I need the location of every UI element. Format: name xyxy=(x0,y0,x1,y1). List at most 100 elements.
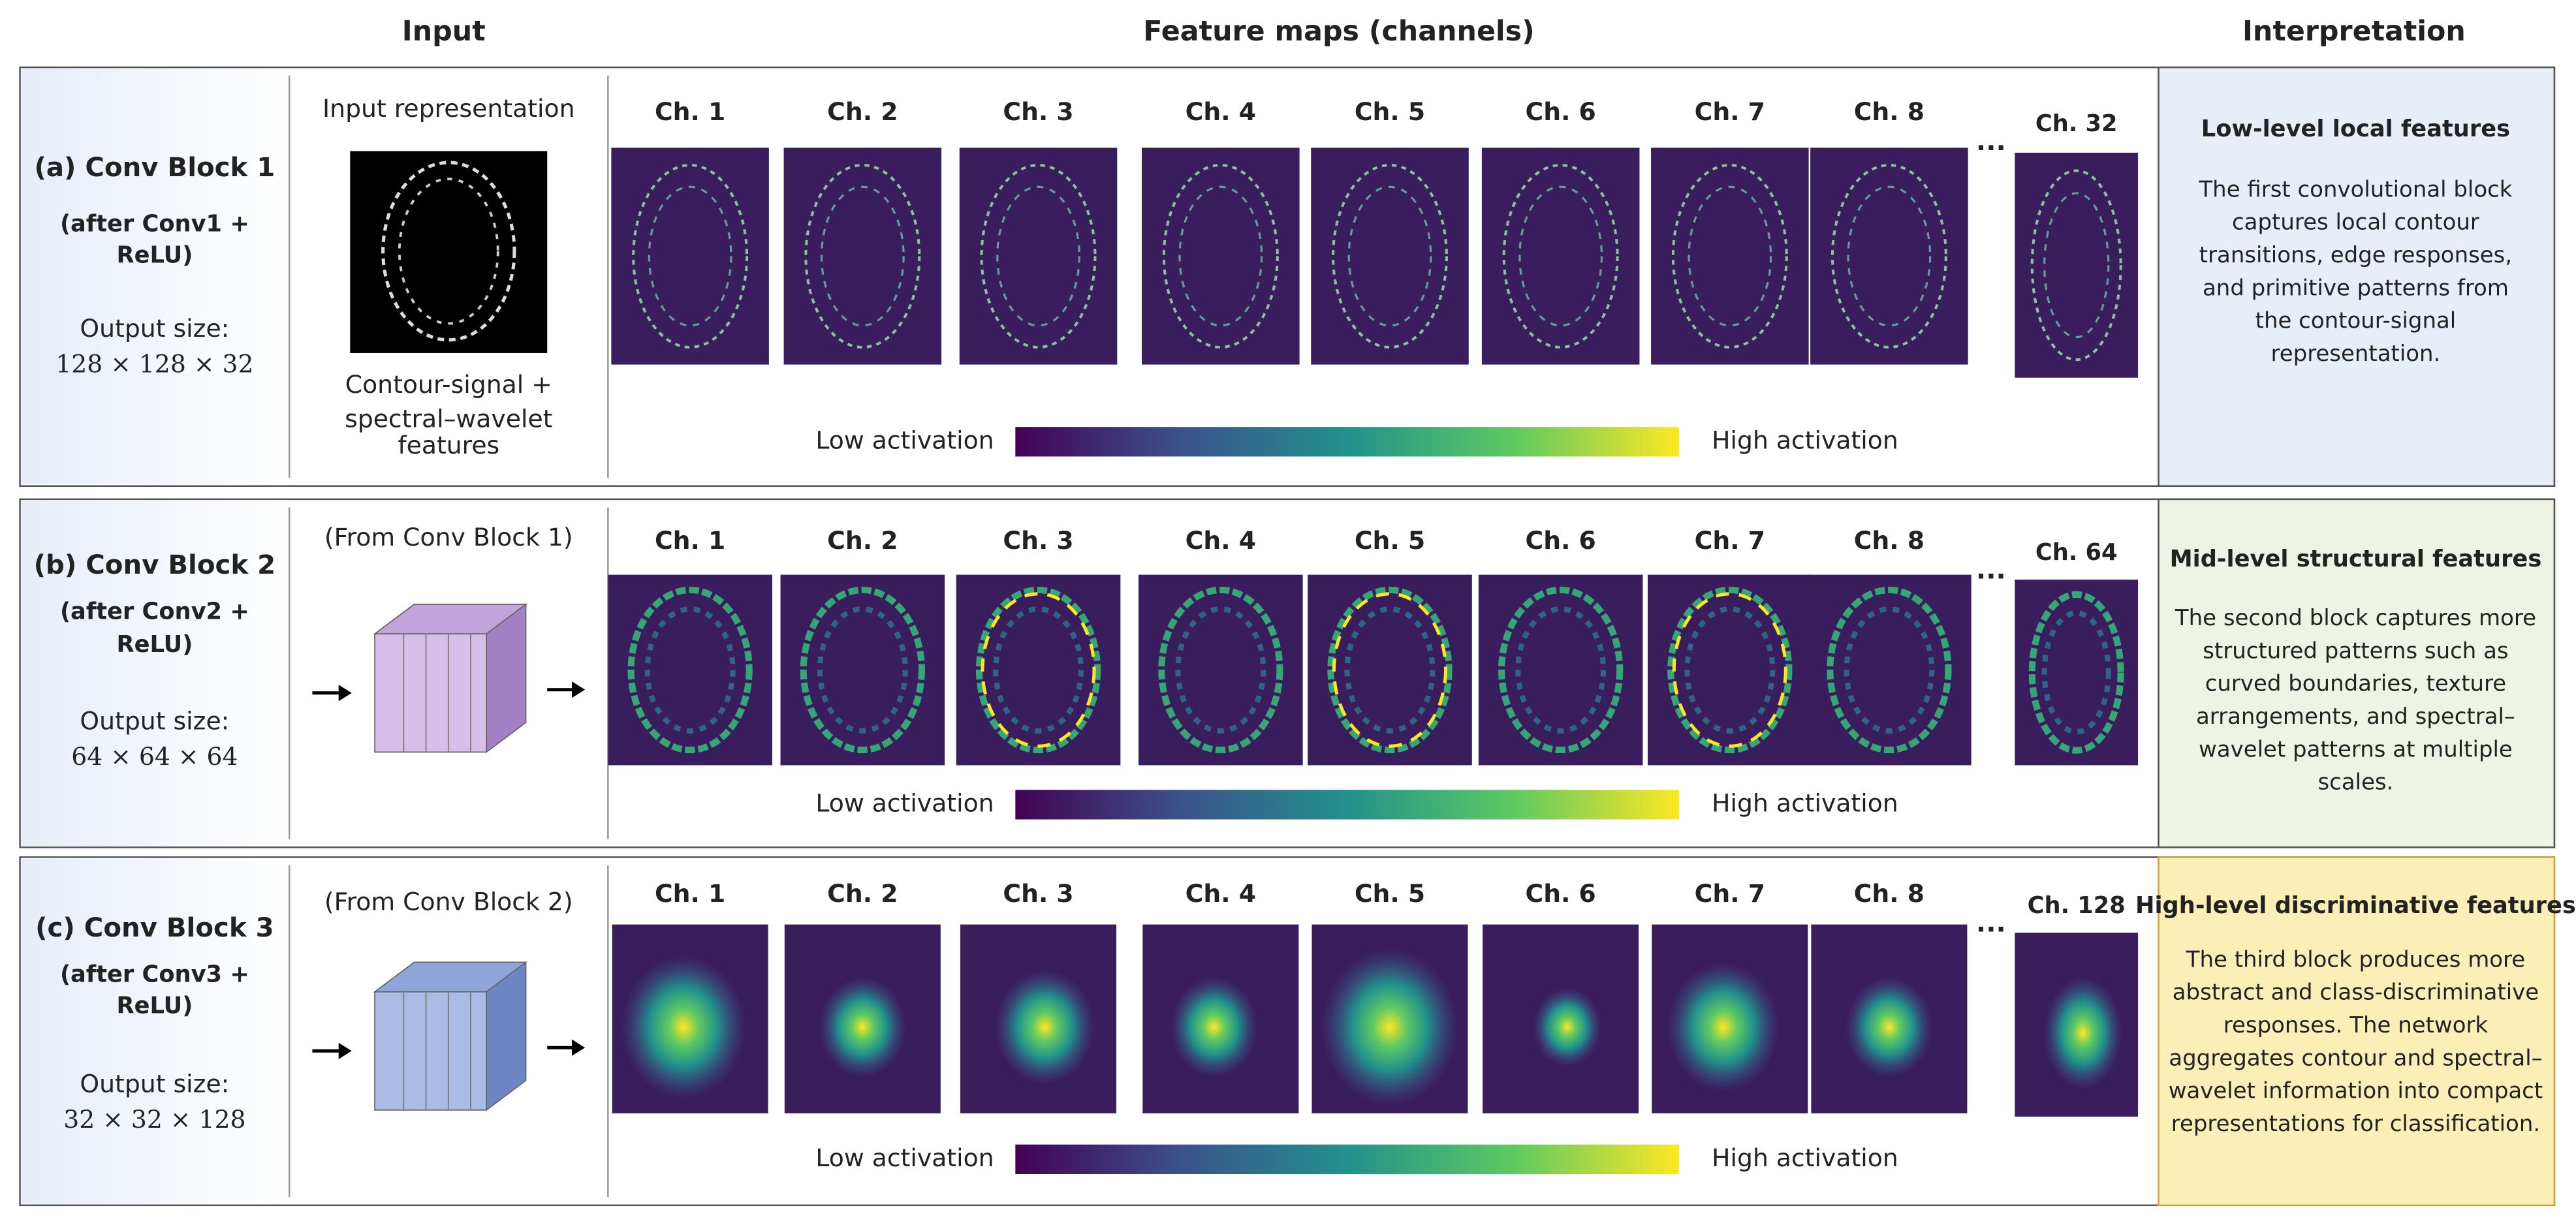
row-label-bg xyxy=(22,501,290,846)
activation xyxy=(1332,592,1448,748)
channel-label: Ch. 5 xyxy=(1355,879,1425,908)
feature-map xyxy=(783,147,942,365)
activation xyxy=(627,586,753,754)
activation xyxy=(1830,164,1947,349)
arrow-head xyxy=(571,681,586,698)
contour xyxy=(398,178,499,325)
channel-label: Ch. 7 xyxy=(1695,97,1765,126)
ellipsis: ... xyxy=(1976,908,2006,938)
interpretation-title: High-level discriminative features xyxy=(2135,892,2576,919)
colorbar xyxy=(1015,1144,1679,1175)
channel-label: Ch. 7 xyxy=(1695,879,1765,908)
block-subtitle: ReLU) xyxy=(116,992,193,1019)
arrow-head xyxy=(571,1039,586,1056)
channel-label: Ch. 1 xyxy=(655,879,725,908)
activation xyxy=(800,586,925,754)
activation xyxy=(1667,962,1780,1092)
interpretation-text: abstract and class-discriminative xyxy=(2173,980,2539,1006)
interpretation-text: arrangements, and spectral– xyxy=(2196,704,2515,730)
row-label-bg xyxy=(22,858,290,1204)
activation xyxy=(1847,185,1932,327)
activation xyxy=(1502,164,1619,349)
ellipsis: ... xyxy=(1976,127,2006,157)
interpretation-text: aggregates contour and spectral– xyxy=(2169,1045,2542,1071)
channel-label: Ch. 4 xyxy=(1186,879,1256,908)
channel-label: Ch. 6 xyxy=(1526,879,1596,908)
channel-label: Ch. 64 xyxy=(2035,539,2118,566)
feature-map xyxy=(1810,147,1968,365)
interpretation-text: captures local contour xyxy=(2232,209,2479,236)
channel-label: Ch. 2 xyxy=(827,879,898,908)
header-input: Input xyxy=(402,15,486,48)
activation xyxy=(1515,606,1607,734)
feature-map xyxy=(611,147,769,365)
activation xyxy=(1170,976,1258,1078)
row-label-bg xyxy=(22,69,290,485)
colorbar xyxy=(1015,427,1679,457)
channel-label: Ch. 128 xyxy=(2028,892,2126,919)
interpretation-box xyxy=(2158,856,2556,1207)
activation xyxy=(1684,606,1776,734)
activation xyxy=(621,955,746,1099)
contour xyxy=(381,161,516,342)
channel-label: Ch. 8 xyxy=(1854,97,1924,126)
channel-label: Ch. 7 xyxy=(1695,526,1765,555)
feature-map xyxy=(1651,147,1809,365)
input-title: Input representation xyxy=(322,94,574,123)
arrow-head xyxy=(338,685,352,702)
output-size: 128 × 128 × 32 xyxy=(55,350,253,379)
input-title: (From Conv Block 2) xyxy=(324,887,573,916)
colorbar-low: Low activation xyxy=(815,1143,994,1172)
interpretation-text: wavelet patterns at multiple xyxy=(2199,736,2513,762)
activation xyxy=(817,606,908,734)
output-size: 32 × 32 × 128 xyxy=(63,1105,245,1134)
channel-label: Ch. 2 xyxy=(827,526,898,555)
channel-label: Ch. 8 xyxy=(1854,879,1924,908)
output-label: Output size: xyxy=(80,1070,229,1098)
channel-label: Ch. 5 xyxy=(1355,97,1425,126)
activation xyxy=(804,164,921,349)
activation xyxy=(993,606,1084,734)
channel-label: Ch. 1 xyxy=(655,526,725,555)
channel-label: Ch. 6 xyxy=(1526,526,1596,555)
activation xyxy=(2028,591,2124,754)
block-subtitle: ReLU) xyxy=(116,631,193,658)
interpretation-text: curved boundaries, texture xyxy=(2205,671,2506,697)
colorbar xyxy=(1015,790,1679,820)
channel-label: Ch. 8 xyxy=(1854,526,1924,555)
interpretation-box xyxy=(2158,66,2556,488)
interpretation-text: the contour-signal xyxy=(2255,308,2457,334)
activation xyxy=(981,592,1096,748)
feature-map xyxy=(2015,152,2139,378)
interpretation-title: Low-level local features xyxy=(2201,116,2510,142)
input-caption: features xyxy=(398,431,499,459)
output-label: Output size: xyxy=(80,314,229,343)
arrow-head xyxy=(338,1042,352,1059)
interpretation-text: The second block captures more xyxy=(2175,605,2536,631)
interpretation-box xyxy=(2158,498,2556,848)
block-title: (b) Conv Block 2 xyxy=(34,550,276,580)
activation xyxy=(975,586,1101,754)
activation xyxy=(1518,185,1603,327)
cube-front xyxy=(374,991,488,1111)
colorbar-high: High activation xyxy=(1712,788,1898,817)
interpretation-text: responses. The network xyxy=(2223,1012,2489,1038)
interpretation-text: wavelet information into compact xyxy=(2169,1078,2543,1104)
output-size: 64 × 64 × 64 xyxy=(71,742,238,771)
activation xyxy=(632,164,749,349)
channel-label: Ch. 2 xyxy=(827,97,898,126)
activation xyxy=(1827,586,1952,754)
header-interpretation: Interpretation xyxy=(2242,15,2466,48)
activation xyxy=(2030,169,2122,362)
input-title: (From Conv Block 1) xyxy=(324,523,573,551)
activation xyxy=(644,606,736,734)
activation xyxy=(1533,987,1602,1067)
channel-label: Ch. 5 xyxy=(1355,526,1425,555)
block-title: (a) Conv Block 1 xyxy=(34,153,275,183)
channel-label: Ch. 3 xyxy=(1003,526,1073,555)
block-subtitle: (after Conv3 + xyxy=(60,961,249,988)
activation xyxy=(1845,976,1933,1078)
activation xyxy=(1667,586,1793,754)
activation xyxy=(1688,185,1772,327)
